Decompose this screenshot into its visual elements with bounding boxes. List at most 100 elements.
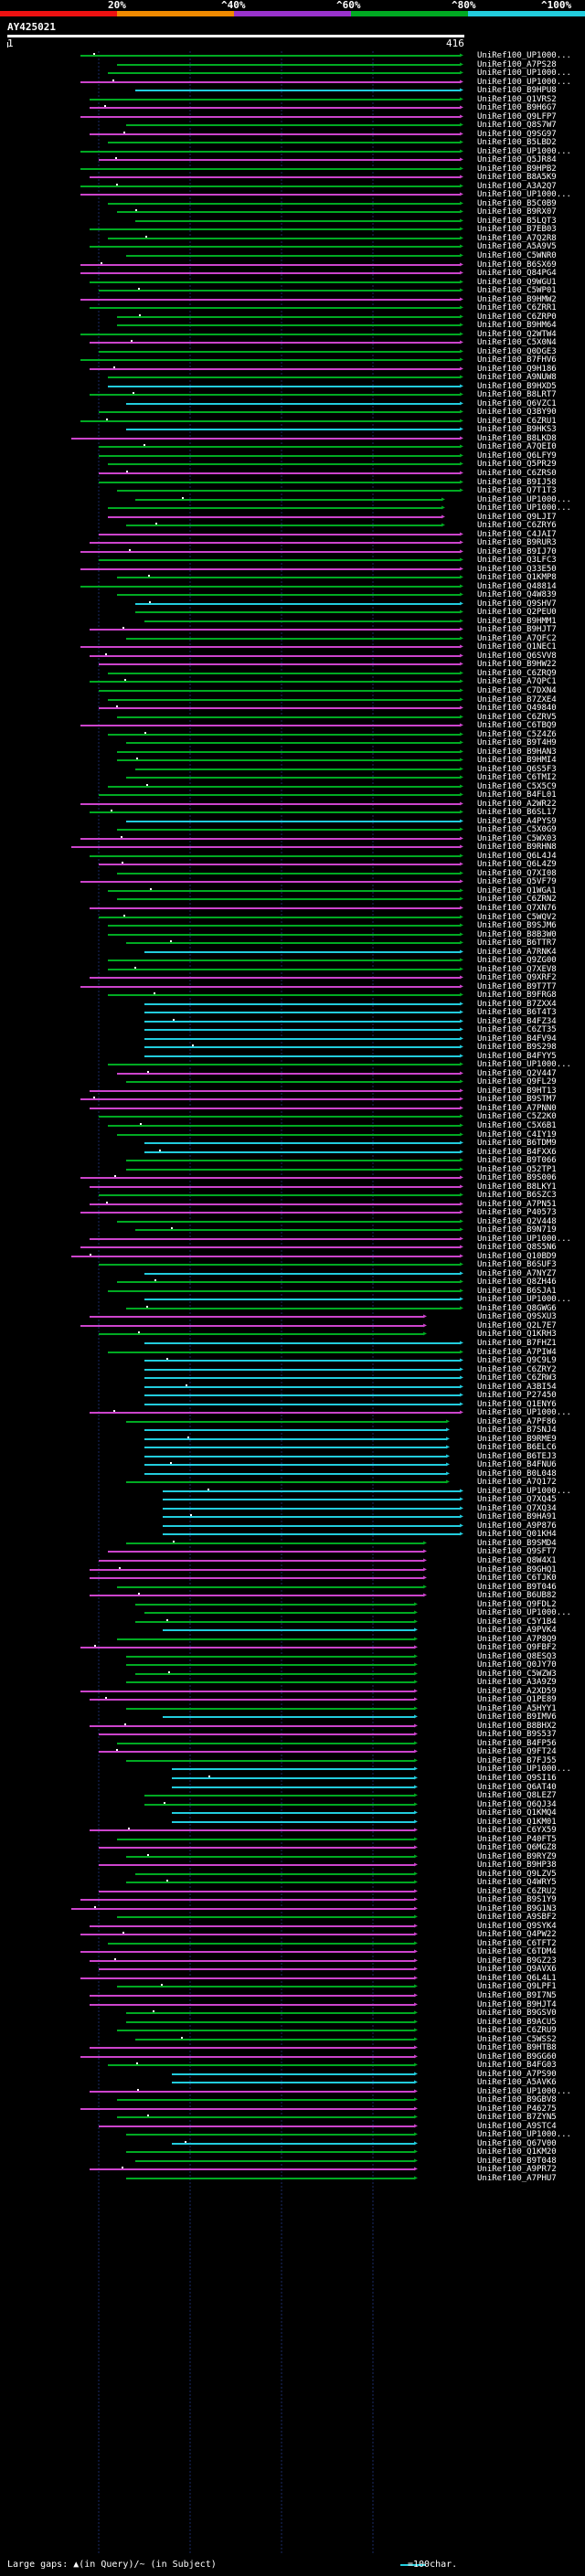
hit-label[interactable]: UniRef100_P40573 <box>477 1208 557 1218</box>
hit-row[interactable]: ▸ UniRef100_B9HJT7 <box>0 625 585 634</box>
hit-label[interactable]: UniRef100_B0L048 <box>477 1468 557 1479</box>
hit-row[interactable]: ▸ UniRef100_C5WX03 <box>0 833 585 843</box>
hit-row[interactable]: ▸ UniRef100_B6SL17 <box>0 808 585 817</box>
hit-row[interactable]: ▸ UniRef100_Q7XQ45 <box>0 1495 585 1504</box>
hit-row[interactable]: ▸ UniRef100_Q6L4L1 <box>0 1973 585 1983</box>
hit-row[interactable]: ▸ UniRef100_Q6MGZ8 <box>0 1843 585 1852</box>
hit-bar[interactable] <box>90 1699 415 1701</box>
hit-bar[interactable] <box>90 629 461 631</box>
hit-row[interactable]: ▸ UniRef100_C5WP01 <box>0 286 585 295</box>
hit-label[interactable]: UniRef100_B4FNU6 <box>477 1460 557 1470</box>
hit-bar[interactable] <box>117 211 461 214</box>
hit-label[interactable]: UniRef100_A4PYS9 <box>477 816 557 826</box>
hit-bar[interactable] <box>80 1212 461 1214</box>
hit-bar[interactable] <box>80 359 461 362</box>
hit-bar[interactable] <box>117 1838 415 1840</box>
hit-bar[interactable] <box>90 228 461 231</box>
hit-row[interactable]: ▸ UniRef100_Q9C9L9 <box>0 1356 585 1365</box>
hit-label[interactable]: UniRef100_B6SJA1 <box>477 1286 557 1296</box>
hit-bar[interactable] <box>90 281 461 283</box>
hit-row[interactable]: ▸ UniRef100_C6TJK0 <box>0 1574 585 1583</box>
hit-row[interactable]: ▸ UniRef100_C6TBQ9 <box>0 721 585 730</box>
hit-row[interactable]: ▸ UniRef100_B9HP38 <box>0 1860 585 1870</box>
hit-bar[interactable] <box>126 525 442 527</box>
hit-bar[interactable] <box>90 1089 461 1092</box>
hit-label[interactable]: UniRef100_B5LBD2 <box>477 138 557 148</box>
hit-label[interactable]: UniRef100_A9P876 <box>477 1521 557 1531</box>
hit-label[interactable]: UniRef100_Q9AVX6 <box>477 1965 557 1975</box>
hit-bar[interactable] <box>99 454 461 457</box>
hit-row[interactable]: ▸ UniRef100_B9HAN3 <box>0 747 585 757</box>
hit-bar[interactable] <box>108 672 461 674</box>
hit-label[interactable]: UniRef100_B4FYY5 <box>477 1051 557 1061</box>
hit-row[interactable]: ▸ UniRef100_C6ZRP0 <box>0 312 585 322</box>
hit-row[interactable]: ▸ UniRef100_C6ZRU2 <box>0 1886 585 1896</box>
hit-label[interactable]: UniRef100_B4FZ34 <box>477 1016 557 1026</box>
hit-row[interactable]: ▸ UniRef100_B6SZC3 <box>0 1191 585 1200</box>
hit-bar[interactable] <box>80 194 461 196</box>
hit-bar[interactable] <box>117 2116 415 2119</box>
hit-label[interactable]: UniRef100_Q9SG97 <box>477 129 557 139</box>
hit-label[interactable]: UniRef100_B4FP56 <box>477 1738 557 1748</box>
hit-label[interactable]: UniRef100_B9T048 <box>477 2156 557 2166</box>
hit-row[interactable]: ▸ UniRef100_C7DXN4 <box>0 686 585 695</box>
hit-label[interactable]: UniRef100_B5LQT3 <box>477 216 557 226</box>
hit-row[interactable]: ▸ UniRef100_B5LQT3 <box>0 216 585 226</box>
hit-label[interactable]: UniRef100_Q5JR84 <box>477 155 557 165</box>
hit-label[interactable]: UniRef100_B9HPB2 <box>477 164 557 174</box>
hit-label[interactable]: UniRef100_Q8W4X1 <box>477 1556 557 1565</box>
hit-label[interactable]: UniRef100_B9HJT4 <box>477 1999 557 2009</box>
hit-bar[interactable] <box>71 437 461 440</box>
hit-row[interactable]: ▸ UniRef100_A9NUW8 <box>0 373 585 382</box>
hit-label[interactable]: UniRef100_B9HMI4 <box>477 756 557 766</box>
hit-row[interactable]: ▸ UniRef100_B9HXD5 <box>0 381 585 391</box>
hit-label[interactable]: UniRef100_B6TTR7 <box>477 938 557 948</box>
hit-bar[interactable] <box>71 846 461 849</box>
hit-label[interactable]: UniRef100_B9HPU8 <box>477 86 557 96</box>
hit-row[interactable]: ▸ UniRef100_Q8ZH46 <box>0 1277 585 1287</box>
hit-label[interactable]: UniRef100_B7ZXE4 <box>477 694 557 705</box>
hit-row[interactable]: ▸ UniRef100_Q4PW22 <box>0 1930 585 1939</box>
hit-label[interactable]: UniRef100_A7QEI0 <box>477 442 557 452</box>
hit-label[interactable]: UniRef100_C6ZRY2 <box>477 1364 557 1374</box>
hit-bar[interactable] <box>99 1968 415 1971</box>
hit-label[interactable]: UniRef100_A2XD59 <box>477 1686 557 1696</box>
hit-bar[interactable] <box>117 315 461 318</box>
hit-label[interactable]: UniRef100_B6TDM9 <box>477 1139 557 1148</box>
hit-bar[interactable] <box>117 490 461 492</box>
hit-bar[interactable] <box>135 611 461 614</box>
hit-row[interactable]: ▸ UniRef100_B9HA91 <box>0 1512 585 1521</box>
hit-row[interactable]: ▸ UniRef100_Q9AVX6 <box>0 1965 585 1974</box>
hit-bar[interactable] <box>126 2020 415 2023</box>
hit-label[interactable]: UniRef100_B9GHQ1 <box>477 1564 557 1574</box>
hit-label[interactable]: UniRef100_B9FRG8 <box>477 991 557 1001</box>
hit-row[interactable]: ▸ UniRef100_B4FV94 <box>0 1034 585 1044</box>
hit-label[interactable]: UniRef100_C5X5C9 <box>477 781 557 791</box>
hit-row[interactable]: ▸ UniRef100_C5WSS2 <box>0 2034 585 2044</box>
hit-row[interactable]: ▸ UniRef100_C6ZRY6 <box>0 521 585 530</box>
hit-bar[interactable] <box>144 1377 461 1379</box>
hit-label[interactable]: UniRef100_B7FHZ1 <box>477 1339 557 1348</box>
hit-bar[interactable] <box>108 202 461 205</box>
hit-row[interactable]: ▸ UniRef100_C6ZRN2 <box>0 895 585 904</box>
hit-bar[interactable] <box>80 985 461 988</box>
hit-label[interactable]: UniRef100_B9RME9 <box>477 1434 557 1444</box>
hit-label[interactable]: UniRef100_B8B3W0 <box>477 929 557 939</box>
hit-label[interactable]: UniRef100_Q4PW22 <box>477 1930 557 1940</box>
hit-row[interactable]: ▸ UniRef100_Q9XRF2 <box>0 973 585 982</box>
hit-bar[interactable] <box>144 1150 461 1153</box>
hit-label[interactable]: UniRef100_B9HJT7 <box>477 625 557 635</box>
hit-label[interactable]: UniRef100_C5WP01 <box>477 286 557 295</box>
hit-label[interactable]: UniRef100_B9IMV6 <box>477 1712 557 1723</box>
hit-row[interactable]: ▸ UniRef100_Q4W839 <box>0 590 585 599</box>
hit-bar[interactable] <box>126 1168 461 1171</box>
hit-row[interactable]: ▸ UniRef100_Q1KMQ4 <box>0 1808 585 1818</box>
hit-label[interactable]: UniRef100_UP1000... <box>477 494 571 504</box>
hit-bar[interactable] <box>126 2134 415 2136</box>
hit-bar[interactable] <box>144 1437 447 1440</box>
hit-bar[interactable] <box>99 1864 415 1867</box>
hit-row[interactable]: ▸ UniRef100_B8BHX2 <box>0 1721 585 1731</box>
hit-label[interactable]: UniRef100_B9HAN3 <box>477 747 557 757</box>
hit-row[interactable]: ▸ UniRef100_Q2WTW4 <box>0 329 585 339</box>
hit-row[interactable]: ▸ UniRef100_Q1KRH3 <box>0 1330 585 1339</box>
